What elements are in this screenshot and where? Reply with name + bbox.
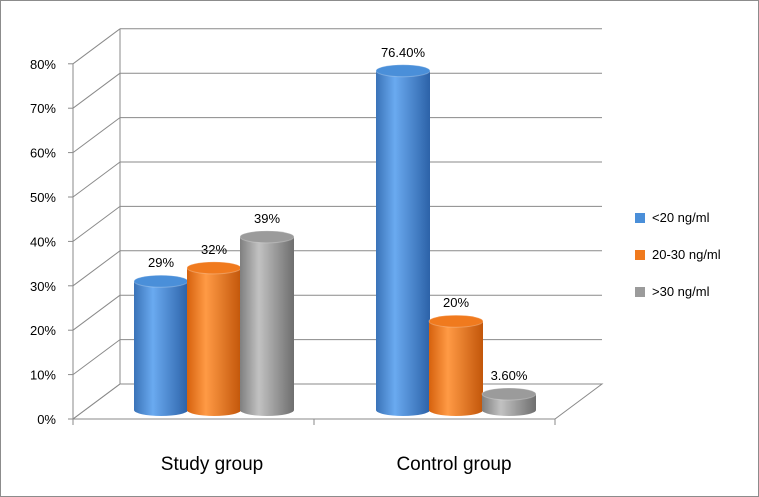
y-tick-label: 40%: [30, 234, 56, 249]
data-label: 76.40%: [381, 45, 426, 60]
y-tick-label: 0%: [37, 412, 56, 427]
bar-body: [240, 236, 294, 416]
legend-label: <20 ng/ml: [652, 210, 710, 225]
bar-body: [187, 267, 241, 416]
side-grid-line: [72, 117, 121, 154]
data-labels: 29% 76.40% 32% 20% 39% 3.60%: [148, 45, 528, 383]
floor: [71, 383, 604, 420]
side-grid-line: [72, 250, 121, 287]
side-grid-line: [72, 161, 121, 198]
bars: [133, 64, 537, 416]
bar-top: [239, 230, 295, 244]
bar-body: [429, 321, 483, 416]
bar: [428, 314, 484, 416]
legend-swatch: [635, 287, 645, 297]
y-tick-label: 80%: [30, 57, 56, 72]
bar-body: [376, 70, 430, 416]
y-axis: 0% 10% 20% 30% 40% 50% 60% 70% 80%: [30, 57, 73, 427]
x-axis: Study group Control group: [72, 419, 556, 475]
bar-top: [481, 387, 537, 401]
side-grid-line: [72, 28, 121, 65]
bar: [239, 230, 295, 416]
legend-item: 20-30 ng/ml: [635, 247, 721, 262]
legend-item: >30 ng/ml: [635, 284, 710, 299]
side-grid-line: [72, 205, 121, 242]
data-label: 39%: [254, 211, 280, 226]
y-tick-label: 70%: [30, 101, 56, 116]
y-tick-label: 60%: [30, 146, 56, 161]
bar-top: [375, 64, 431, 78]
bar-top: [186, 261, 242, 275]
legend-label: >30 ng/ml: [652, 284, 710, 299]
y-tick-label: 10%: [30, 368, 56, 383]
bar: [375, 64, 431, 416]
bar: [186, 261, 242, 416]
category-label: Study group: [161, 454, 263, 475]
data-label: 20%: [443, 295, 469, 310]
data-label: 3.60%: [491, 368, 528, 383]
bar: [481, 387, 537, 416]
data-label: 32%: [201, 242, 227, 257]
data-label: 29%: [148, 255, 174, 270]
side-grid-line: [72, 294, 121, 331]
side-grid-line: [72, 339, 121, 376]
bar-top: [133, 274, 189, 288]
y-tick-label: 20%: [30, 323, 56, 338]
legend-swatch: [635, 213, 645, 223]
category-label: Control group: [396, 454, 511, 475]
bar-body: [134, 281, 188, 416]
bar: [133, 274, 189, 416]
y-tick-label: 50%: [30, 190, 56, 205]
bar-top: [428, 314, 484, 328]
side-grid-line: [72, 72, 121, 109]
legend-label: 20-30 ng/ml: [652, 247, 721, 262]
legend: <20 ng/ml 20-30 ng/ml >30 ng/ml: [635, 210, 721, 299]
bar-body: [482, 394, 536, 416]
y-tick-label: 30%: [30, 279, 56, 294]
legend-item: <20 ng/ml: [635, 210, 710, 225]
legend-swatch: [635, 250, 645, 260]
